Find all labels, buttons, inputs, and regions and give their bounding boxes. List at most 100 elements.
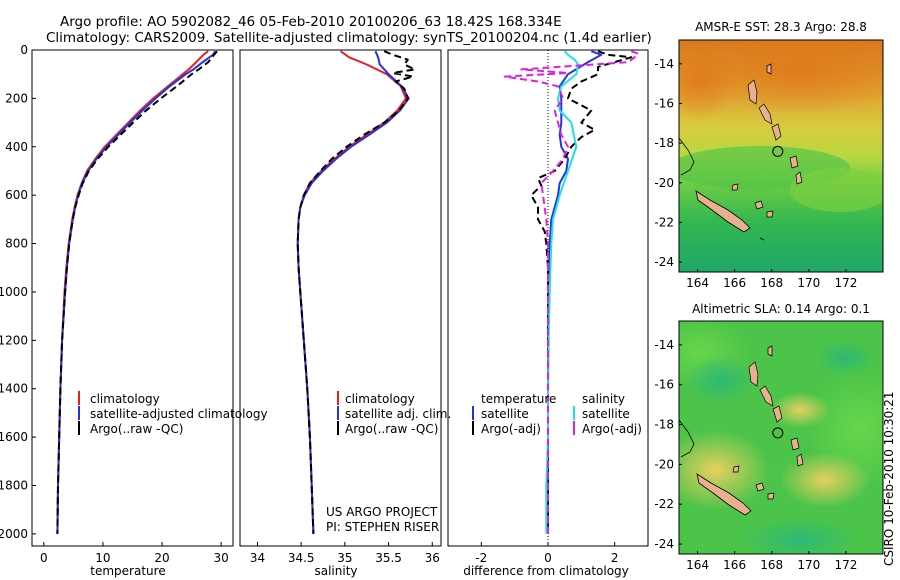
legend-temp-satellite-label: satellite xyxy=(481,407,529,421)
island-vanuatu xyxy=(747,63,803,185)
sla-coastlines xyxy=(679,345,804,516)
sla-heatmap xyxy=(679,321,883,554)
sla-yellow-patch xyxy=(679,430,770,510)
sla-map-panel: Altimetric SLA: 0.14 Argo: 0.1 164 166 168… xyxy=(654,302,884,572)
y-tick-label: 1400 xyxy=(0,382,28,396)
salinity-legend: climatology satellite adj. clim. Argo(..… xyxy=(337,391,451,436)
pi-annotation: PI: STEPHEN RISER xyxy=(326,520,439,534)
island-loyalty xyxy=(731,183,774,218)
island-new-caledonia xyxy=(696,473,752,516)
map-y-tick-label: -22 xyxy=(654,497,674,511)
map-y-tick-label: -14 xyxy=(654,338,674,352)
legend-satellite-label: satellite-adjusted climatology xyxy=(90,407,268,421)
sla-low-patch xyxy=(815,340,875,376)
sst-warm-west xyxy=(679,40,740,120)
x-tick-label: 35 xyxy=(337,551,352,565)
map-x-tick-label: 164 xyxy=(686,276,709,290)
sst-map-frame xyxy=(678,39,884,273)
legend-argo-label: Argo(..raw -QC) xyxy=(345,422,438,436)
legend-temperature-heading: temperature xyxy=(481,392,556,406)
legend-argo-label: Argo(..raw -QC) xyxy=(90,422,183,436)
series-line xyxy=(296,50,407,534)
island-loyalty xyxy=(732,465,775,500)
y-tick-label: 400 xyxy=(5,140,28,154)
map-x-tick-label: 168 xyxy=(760,558,783,572)
difference-panel: -2 0 2 difference from climatology tempera… xyxy=(447,49,649,578)
x-tick-label: 35.5 xyxy=(375,551,402,565)
map-x-tick-label: 164 xyxy=(686,558,709,572)
series-line xyxy=(503,50,639,534)
legend-climatology-label: climatology xyxy=(90,392,160,406)
y-tick-label: 0 xyxy=(20,43,28,57)
series-line xyxy=(547,50,603,534)
y-tick-label: 1800 xyxy=(0,479,28,493)
project-annotation: US ARGO PROJECT xyxy=(326,505,438,519)
map-y-tick-label: -16 xyxy=(654,96,674,110)
coastline-fragment xyxy=(679,419,695,458)
legend-temp-argo-label: Argo(-adj) xyxy=(481,422,541,436)
figure-title-line1: Argo profile: AO 5902082_46 05-Feb-2010 … xyxy=(60,14,562,30)
series-line xyxy=(296,50,416,534)
series-line xyxy=(530,50,633,534)
legend-sal-argo-label: Argo(-adj) xyxy=(582,422,642,436)
map-y-tick-label: -24 xyxy=(654,537,674,551)
sla-low-patch xyxy=(740,518,860,554)
temperature-axes-box xyxy=(31,49,234,547)
legend-climatology-label: climatology xyxy=(345,392,415,406)
y-tick-label: 200 xyxy=(5,91,28,105)
map-y-tick-label: -24 xyxy=(654,255,674,269)
island-new-caledonia xyxy=(695,190,751,233)
series-line xyxy=(56,50,218,534)
series-line xyxy=(296,50,410,534)
argo-position-marker xyxy=(772,145,784,157)
sst-heatmap xyxy=(679,40,883,272)
legend-sal-satellite-label: satellite xyxy=(582,407,630,421)
y-tick-label: 1600 xyxy=(0,430,28,444)
map-y-tick-label: -20 xyxy=(654,176,674,190)
salinity-axes-box xyxy=(239,49,442,547)
difference-xlabel: difference from climatology xyxy=(463,564,629,578)
map-y-tick-label: -22 xyxy=(654,215,674,229)
credit-timestamp: CSIRO 10-Feb-2010 10:30:21 xyxy=(882,391,896,566)
map-y-tick-label: -18 xyxy=(654,136,674,150)
map-x-tick-label: 168 xyxy=(760,276,783,290)
sla-low-patch xyxy=(685,355,755,405)
sla-map-title: Altimetric SLA: 0.14 Argo: 0.1 xyxy=(692,302,870,316)
salinity-panel: 34 34.5 35 35.5 36 salinity climatology sate… xyxy=(239,49,451,578)
island-vanuatu xyxy=(748,345,804,467)
y-tick-label: 1200 xyxy=(0,333,28,347)
map-y-tick-label: -18 xyxy=(654,418,674,432)
map-x-tick-label: 166 xyxy=(723,276,746,290)
map-x-tick-label: 170 xyxy=(797,276,820,290)
legend-salinity-heading: salinity xyxy=(582,392,625,406)
x-tick-label: -2 xyxy=(475,551,487,565)
x-tick-label: 20 xyxy=(154,551,169,565)
map-x-tick-label: 172 xyxy=(834,276,857,290)
x-tick-label: 10 xyxy=(95,551,110,565)
sst-warm-core xyxy=(690,40,883,115)
series-line xyxy=(56,50,217,534)
figure-title-line2: Climatology: CARS2009. Satellite-adjuste… xyxy=(46,30,652,46)
salinity-xlabel: salinity xyxy=(314,564,357,578)
map-x-tick-label: 172 xyxy=(834,558,857,572)
sst-green-patch xyxy=(790,168,883,212)
legend-satellite-label: satellite adj. clim. xyxy=(345,407,451,421)
x-tick-label: 2 xyxy=(611,551,619,565)
argo-position-marker xyxy=(772,427,784,439)
y-tick-label: 600 xyxy=(5,188,28,202)
x-tick-label: 30 xyxy=(214,551,229,565)
coastline-fragment xyxy=(759,237,765,241)
x-tick-label: 0 xyxy=(544,551,552,565)
y-tick-label: 1000 xyxy=(0,285,28,299)
x-tick-label: 36 xyxy=(425,551,440,565)
temperature-xlabel: temperature xyxy=(90,564,165,578)
temperature-panel: 0 10 20 30 0 200 400 600 800 1000 1200 1400 1600 1800… xyxy=(0,43,268,578)
map-y-tick-label: -16 xyxy=(654,378,674,392)
difference-legend: temperature satellite Argo(-adj) salinit… xyxy=(472,392,642,436)
sla-yellow-patch xyxy=(780,452,870,508)
sla-map-frame xyxy=(678,320,884,555)
map-x-tick-label: 166 xyxy=(723,558,746,572)
sst-map-title: AMSR-E SST: 28.3 Argo: 28.8 xyxy=(695,20,867,34)
map-y-tick-label: -20 xyxy=(654,457,674,471)
map-x-tick-label: 170 xyxy=(797,558,820,572)
